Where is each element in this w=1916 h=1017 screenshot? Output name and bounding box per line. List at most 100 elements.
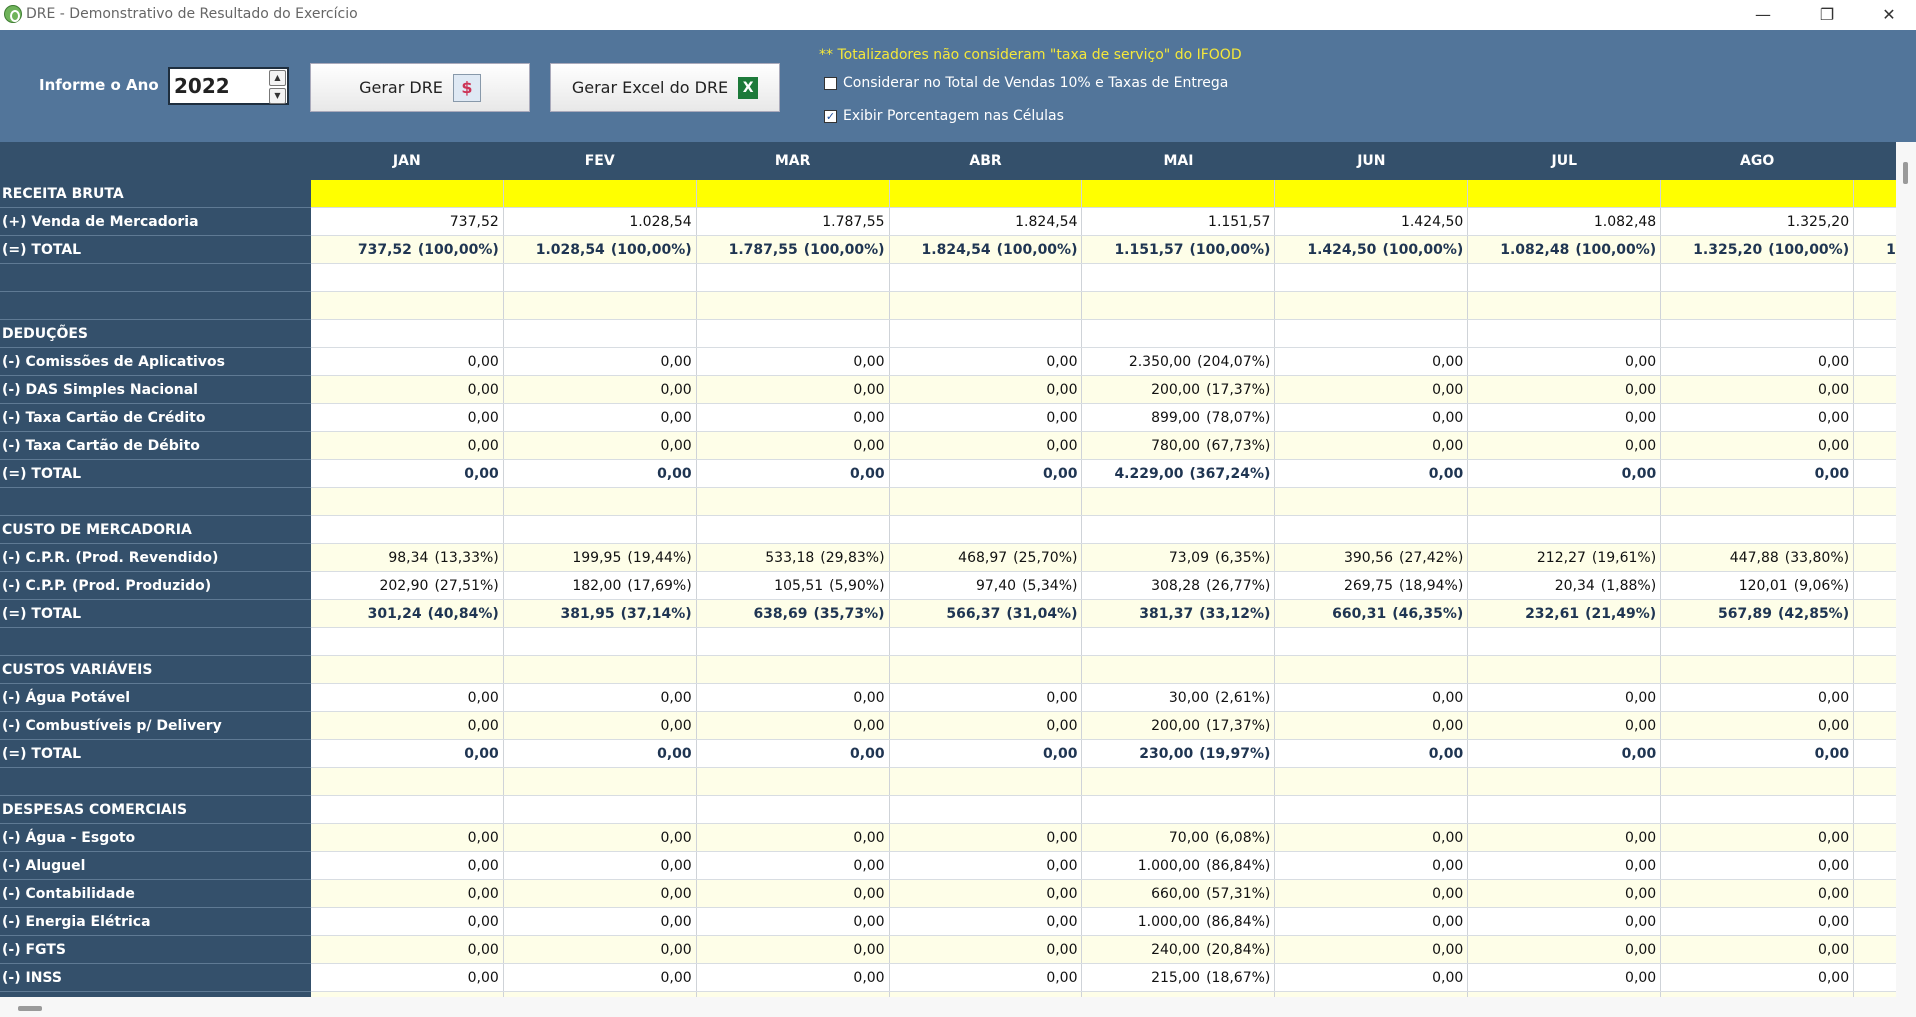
table-cell[interactable]: 97,40 (5,34%) [889, 571, 1083, 600]
table-cell[interactable] [696, 627, 890, 656]
table-cell[interactable]: 0,00 [1660, 431, 1855, 460]
table-cell[interactable]: 0,00 [696, 935, 890, 964]
table-cell[interactable]: 0,00 [889, 935, 1083, 964]
table-cell[interactable]: 381,37 (33,12%) [1081, 599, 1276, 628]
table-cell[interactable]: 0,00 [1853, 431, 1896, 460]
table-cell[interactable]: 100,00(5,59%) [696, 991, 890, 997]
table-cell[interactable] [503, 319, 697, 348]
table-cell[interactable] [696, 795, 890, 824]
table-cell[interactable]: 160,00(13,89%) [1081, 991, 1276, 997]
table-cell[interactable]: 0,00 [1274, 403, 1469, 432]
table-cell[interactable]: 1.000,00 (86,84%) [1081, 851, 1276, 880]
table-cell[interactable]: 1.028,54 [503, 207, 697, 236]
table-cell[interactable]: 0,00 [696, 403, 890, 432]
table-cell[interactable] [889, 487, 1083, 516]
table-cell[interactable]: 447,88 (33,80%) [1660, 543, 1855, 572]
table-cell[interactable] [889, 263, 1083, 292]
table-cell[interactable]: 301,24 (40,84%) [310, 599, 504, 628]
table-cell[interactable]: 0,00 [696, 823, 890, 852]
table-cell[interactable] [1274, 319, 1469, 348]
table-cell[interactable] [1853, 767, 1896, 796]
column-header-set[interactable]: SET [1853, 142, 1896, 180]
table-cell[interactable] [1467, 319, 1662, 348]
table-cell[interactable]: 1.325,20 (100,00%) [1660, 235, 1855, 264]
table-cell[interactable]: 0,00 [889, 375, 1083, 404]
table-cell[interactable]: 0,00 [889, 431, 1083, 460]
table-cell[interactable]: 0,00 [503, 739, 697, 768]
table-cell[interactable]: 0,00 [1853, 907, 1896, 936]
table-cell[interactable]: 0,00 [503, 935, 697, 964]
table-cell[interactable]: 0,00 [503, 963, 697, 992]
table-cell[interactable] [696, 767, 890, 796]
column-header-mar[interactable]: MAR [696, 142, 890, 180]
table-cell[interactable] [1467, 291, 1662, 320]
table-cell[interactable] [696, 291, 890, 320]
horizontal-scrollbar[interactable] [0, 997, 1916, 1017]
table-cell[interactable]: 566,37 (31,04%) [889, 599, 1083, 628]
table-cell[interactable]: 1.082,48 [1467, 207, 1662, 236]
table-cell[interactable]: 4.229,00 (367,24%) [1081, 459, 1276, 488]
table-cell[interactable]: 737,52 (100,00%) [310, 235, 504, 264]
table-cell[interactable]: 0,00 [1274, 823, 1469, 852]
table-cell[interactable]: 200,00 (17,37%) [1081, 375, 1276, 404]
table-cell[interactable]: 1.082,48 (100,00%) [1467, 235, 1662, 264]
table-cell[interactable] [889, 180, 1083, 208]
table-cell[interactable]: 0,00 [1467, 431, 1662, 460]
table-cell[interactable]: 780,00 (67,73%) [1081, 431, 1276, 460]
table-cell[interactable]: 468,97 (25,70%) [889, 543, 1083, 572]
table-cell[interactable]: 0,00 [889, 907, 1083, 936]
table-cell[interactable]: 269,75 (18,94%) [1274, 571, 1469, 600]
table-cell[interactable]: 0,00 [1660, 739, 1855, 768]
table-cell[interactable]: 0,00 [1660, 375, 1855, 404]
table-cell[interactable] [1853, 319, 1896, 348]
table-cell[interactable]: 0,00 [1467, 963, 1662, 992]
table-cell[interactable]: 2.350,00 (204,07%) [1081, 347, 1276, 376]
table-cell[interactable]: 0,00 [1853, 683, 1896, 712]
table-cell[interactable]: 1.787,55 [696, 207, 890, 236]
table-cell[interactable]: 230,00 (19,97%) [1081, 739, 1276, 768]
considerar-vendas-checkbox[interactable] [824, 76, 837, 90]
table-cell[interactable]: 0,00 [1853, 459, 1896, 488]
table-cell[interactable]: 0,00 [310, 739, 504, 768]
table-cell[interactable] [310, 627, 504, 656]
table-cell[interactable]: 1.151,57 (100,00%) [1081, 235, 1276, 264]
table-cell[interactable]: 0,00 [696, 347, 890, 376]
table-cell[interactable] [696, 655, 890, 684]
table-cell[interactable]: 0,00 [503, 907, 697, 936]
table-cell[interactable] [1081, 655, 1276, 684]
table-cell[interactable] [503, 263, 697, 292]
table-cell[interactable]: 0,00 [696, 907, 890, 936]
table-cell[interactable]: 0,00 [1853, 375, 1896, 404]
table-cell[interactable]: 0,00 [1274, 375, 1469, 404]
table-cell[interactable]: 660,00 (57,31%) [1081, 879, 1276, 908]
table-cell[interactable] [1853, 627, 1896, 656]
table-cell[interactable]: 899,00 (78,07%) [1081, 403, 1276, 432]
table-cell[interactable]: 0,00 [696, 711, 890, 740]
table-cell[interactable]: 0,00 [503, 403, 697, 432]
table-cell[interactable]: 0,00 [1660, 459, 1855, 488]
table-cell[interactable] [310, 180, 504, 208]
table-cell[interactable]: 0,00 [1274, 991, 1469, 997]
table-cell[interactable] [1853, 515, 1896, 544]
table-cell[interactable]: 0,00 [1660, 963, 1855, 992]
table-cell[interactable]: 638,69 (35,73%) [696, 599, 890, 628]
table-cell[interactable]: 0,00 [696, 879, 890, 908]
table-cell[interactable] [1081, 487, 1276, 516]
table-cell[interactable]: 0,00 [1274, 431, 1469, 460]
table-cell[interactable]: 0,00 [1274, 963, 1469, 992]
considerar-vendas-checkbox-row[interactable]: Considerar no Total de Vendas 10% e Taxa… [824, 75, 1228, 91]
table-cell[interactable] [310, 795, 504, 824]
table-cell[interactable]: 390,56 (27,42%) [1274, 543, 1469, 572]
minimize-button[interactable]: — [1755, 5, 1771, 24]
table-cell[interactable] [889, 767, 1083, 796]
table-cell[interactable]: 381,95 (37,14%) [503, 599, 697, 628]
table-cell[interactable] [310, 263, 504, 292]
table-cell[interactable]: 252,47(21,34%) [1853, 543, 1896, 572]
table-cell[interactable] [1467, 487, 1662, 516]
table-cell[interactable]: 0,00 [1274, 347, 1469, 376]
table-cell[interactable] [889, 515, 1083, 544]
table-cell[interactable]: 215,00 (18,67%) [1081, 963, 1276, 992]
column-header-jul[interactable]: JUL [1467, 142, 1662, 180]
table-cell[interactable]: 0,00 [889, 347, 1083, 376]
table-cell[interactable]: 70,00 (6,08%) [1081, 823, 1276, 852]
